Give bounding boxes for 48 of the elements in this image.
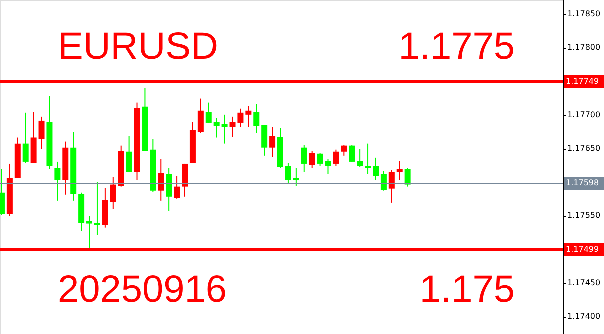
candlestick bbox=[404, 168, 411, 188]
candlestick bbox=[349, 144, 356, 162]
candlestick bbox=[380, 170, 387, 192]
candlestick bbox=[285, 162, 292, 184]
candlestick bbox=[388, 170, 395, 204]
candlestick bbox=[246, 106, 252, 128]
annotation: EURUSD bbox=[58, 26, 218, 68]
candlestick bbox=[110, 176, 116, 210]
annotation: 20250916 bbox=[58, 269, 228, 311]
candlestick bbox=[22, 112, 29, 164]
candlestick bbox=[94, 182, 100, 236]
candlestick bbox=[166, 168, 172, 212]
y-tick-label: 1.17700 bbox=[568, 110, 601, 120]
candlestick bbox=[365, 143, 372, 175]
candlestick bbox=[86, 216, 93, 248]
candlestick bbox=[270, 126, 276, 158]
y-tick-label: 1.17450 bbox=[568, 278, 601, 288]
y-tick-label: 1.17550 bbox=[568, 211, 601, 220]
y-tick-label: 1.17650 bbox=[568, 144, 601, 154]
ref-line-label: 1.17499 bbox=[566, 244, 600, 254]
candlestick bbox=[341, 144, 348, 156]
candlestick bbox=[254, 104, 260, 134]
candlestick bbox=[0, 168, 5, 216]
candlestick bbox=[38, 116, 45, 150]
candlestick bbox=[301, 144, 308, 173]
ref-line-label: 1.17749 bbox=[566, 76, 600, 86]
candlestick bbox=[206, 102, 212, 124]
annotation: 1.1775 bbox=[398, 26, 515, 68]
candlestick bbox=[54, 161, 61, 202]
candlestick bbox=[333, 149, 340, 166]
candlestick bbox=[222, 114, 228, 144]
annotation: 1.175 bbox=[420, 269, 515, 311]
candlestick bbox=[396, 160, 403, 181]
candlestick bbox=[182, 163, 188, 198]
candlestick bbox=[214, 118, 220, 138]
candlestick bbox=[293, 168, 300, 187]
candlestick bbox=[372, 157, 379, 181]
candlestick bbox=[174, 176, 180, 200]
ref-line-label: 1.17598 bbox=[566, 178, 600, 188]
candlestick bbox=[262, 124, 268, 156]
candlestick bbox=[309, 150, 316, 169]
candlestick bbox=[126, 136, 132, 173]
candlestick bbox=[198, 98, 204, 134]
y-tick-label: 1.17800 bbox=[568, 43, 601, 52]
y-tick-label: 1.17850 bbox=[568, 10, 601, 19]
candlestick bbox=[158, 158, 164, 202]
candlestick bbox=[357, 148, 364, 168]
y-tick-label: 1.17400 bbox=[568, 312, 601, 322]
